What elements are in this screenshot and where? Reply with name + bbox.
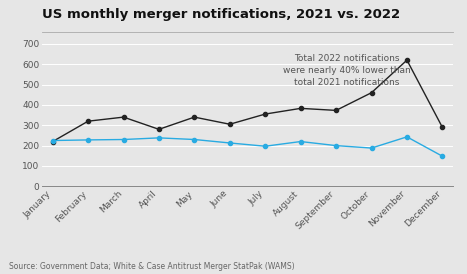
Text: Total 2022 notifications
were nearly 40% lower than
total 2021 notifications: Total 2022 notifications were nearly 40%…: [283, 54, 410, 87]
Text: Source: Government Data; White & Case Antitrust Merger StatPak (WAMS): Source: Government Data; White & Case An…: [9, 262, 295, 271]
Text: US monthly merger notifications, 2021 vs. 2022: US monthly merger notifications, 2021 vs…: [42, 8, 400, 21]
